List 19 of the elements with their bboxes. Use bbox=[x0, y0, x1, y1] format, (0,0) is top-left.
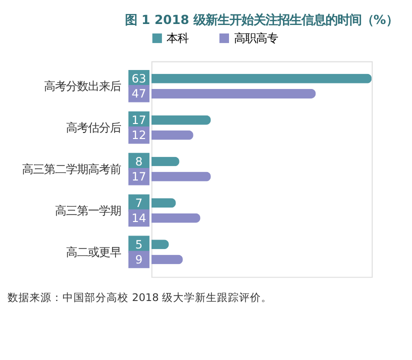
data-label: 47 bbox=[132, 86, 146, 100]
legend-label: 高职高专 bbox=[234, 31, 278, 46]
chart-title: 图 1 2018 级新生开始关注招生信息的时间（%） bbox=[125, 12, 398, 27]
y-tick-label: 高三第二学期高考前 bbox=[22, 162, 122, 176]
data-label: 17 bbox=[132, 169, 146, 184]
y-tick-label: 高三第一学期 bbox=[55, 203, 122, 218]
y-tick-label: 高考分数出来后 bbox=[44, 78, 122, 93]
y-tick-label: 高考估分后 bbox=[66, 120, 122, 134]
y-tick-label: 高二或更早 bbox=[66, 244, 122, 259]
data-label: 9 bbox=[135, 252, 143, 266]
data-label: 7 bbox=[135, 196, 143, 210]
data-label: 17 bbox=[132, 112, 146, 127]
data-label: 63 bbox=[132, 71, 146, 86]
source-note: 数据来源：中国部分高校 2018 级大学新生跟踪评价。 bbox=[8, 290, 272, 304]
data-label: 5 bbox=[135, 237, 143, 252]
legend-label: 本科 bbox=[166, 31, 189, 46]
data-label: 14 bbox=[132, 210, 146, 225]
data-label: 8 bbox=[135, 154, 143, 168]
data-label: 12 bbox=[132, 128, 146, 142]
